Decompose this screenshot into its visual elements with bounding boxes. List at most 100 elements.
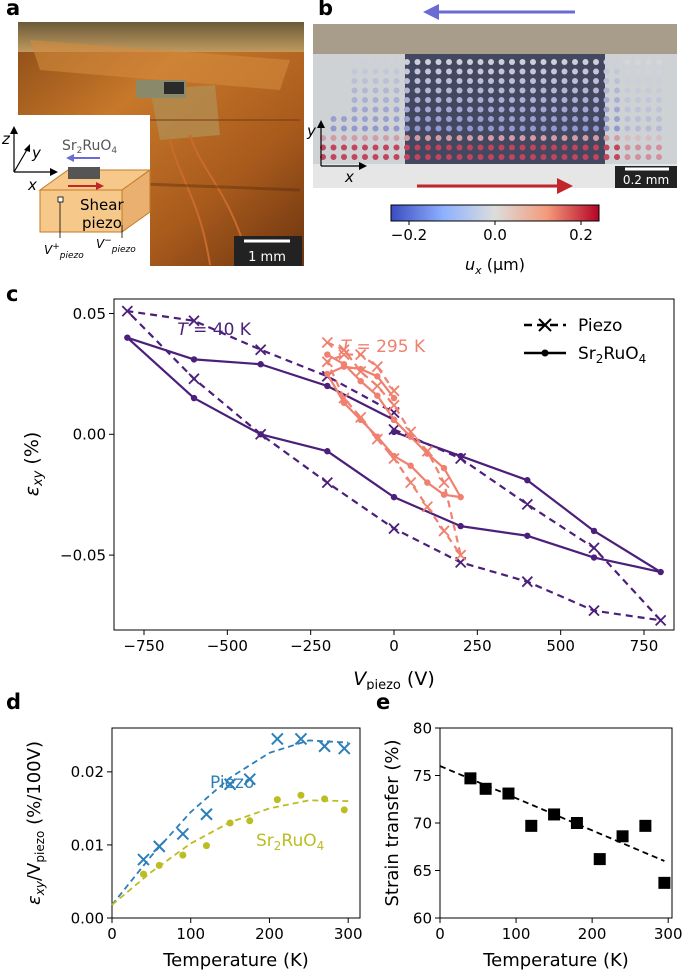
axis-label-z: z — [1, 130, 11, 148]
displacement-dot — [551, 78, 557, 84]
displacement-dot — [656, 125, 662, 132]
displacement-dot — [362, 154, 368, 160]
data-point-dot — [390, 452, 398, 460]
displacement-dot — [498, 154, 505, 160]
displacement-dot — [435, 97, 442, 103]
displacement-dot — [572, 144, 578, 151]
displacement-dot — [330, 116, 337, 122]
displacement-dot — [635, 116, 641, 122]
map-axes: y x — [306, 120, 367, 186]
data-point-dot — [374, 392, 381, 399]
displacement-dot — [624, 97, 631, 103]
displacement-dot — [551, 125, 557, 132]
scalebar-label-b: 0.2 mm — [623, 173, 669, 187]
axis-label-x: x — [27, 176, 37, 194]
displacement-dot — [414, 106, 421, 113]
displacement-dot — [624, 135, 631, 141]
displacement-dot — [656, 68, 662, 75]
displacement-dot — [456, 144, 463, 151]
data-point-dot — [407, 462, 414, 469]
displacement-dot — [498, 144, 505, 151]
displacement-dot — [488, 68, 494, 75]
displacement-dot — [540, 87, 547, 94]
series-line — [326, 353, 462, 499]
displacement-dot — [383, 97, 389, 103]
displacement-dot — [393, 135, 400, 141]
fit-line — [111, 799, 349, 906]
displacement-dot — [614, 87, 620, 94]
displacement-dot — [572, 78, 578, 84]
data-point-x — [521, 576, 533, 588]
displacement-dot — [477, 144, 484, 151]
displacement-dot — [603, 68, 610, 75]
displacement-dot — [351, 59, 358, 65]
displacement-dot — [488, 59, 494, 65]
data-point-dot — [590, 527, 598, 535]
displacement-dot — [635, 97, 641, 103]
panel-letter-e: e — [376, 690, 391, 714]
displacement-dot — [582, 125, 589, 132]
displacement-dot — [341, 154, 347, 160]
displacement-dot — [530, 144, 536, 151]
plot-frame-d — [111, 727, 361, 919]
displacement-dot — [656, 144, 662, 151]
data-point-dot — [257, 431, 264, 438]
displacement-dot — [519, 144, 526, 151]
y-tick-label: 65 — [413, 862, 432, 880]
displacement-dot — [351, 144, 358, 151]
data-point-square — [639, 819, 652, 832]
displacement-dot — [498, 78, 505, 84]
displacement-dot — [425, 78, 431, 84]
displacement-dot — [393, 125, 400, 132]
displacement-dot — [446, 135, 452, 141]
displacement-dot — [362, 135, 368, 141]
displacement-dot — [372, 106, 379, 113]
displacement-dot — [404, 135, 410, 141]
colorbar-tick: 0.2 — [569, 226, 593, 244]
displacement-dot — [498, 97, 505, 103]
displacement-dot — [414, 59, 421, 65]
displacement-dot — [509, 144, 515, 151]
displacement-dot — [551, 87, 557, 94]
displacement-dot — [446, 97, 452, 103]
data-point-x — [255, 344, 267, 356]
annotation-t295: T = 295 K — [341, 337, 426, 357]
data-point-dot — [440, 464, 448, 472]
displacement-dot — [383, 59, 389, 65]
displacement-dot — [372, 144, 379, 151]
data-point-dot — [124, 334, 131, 341]
axis-arrow-icon — [24, 144, 30, 152]
data-point-dot — [390, 493, 398, 501]
data-point-x — [121, 305, 133, 317]
displacement-dot — [341, 116, 347, 122]
x-tick-label: 200 — [255, 925, 284, 943]
legend-c: Piezo Sr2RuO4 — [524, 316, 646, 366]
displacement-dot — [509, 154, 515, 160]
displacement-dot — [572, 135, 578, 141]
displacement-dot — [519, 68, 526, 75]
piezo-label-line2: piezo — [82, 214, 122, 232]
displacement-dot — [635, 78, 641, 84]
displacement-dot — [425, 68, 431, 75]
data-point-x — [321, 356, 333, 368]
piezo-label-line1: Shear — [80, 196, 124, 214]
displacement-dot — [498, 125, 505, 132]
axis-arrow-icon — [317, 120, 325, 128]
displacement-dot — [593, 97, 599, 103]
displacement-dot — [477, 97, 484, 103]
displacement-dot — [561, 125, 568, 132]
displacement-dot — [425, 154, 431, 160]
displacement-dot — [656, 106, 662, 113]
displacement-dot — [519, 106, 526, 113]
data-point-dot — [424, 450, 431, 457]
xlabel-e: Temperature (K) — [482, 950, 629, 971]
data-point-square — [502, 787, 515, 800]
displacement-dot — [614, 154, 620, 160]
displacement-dot — [603, 144, 610, 151]
x-tick-label: 300 — [654, 925, 683, 943]
displacement-dot — [572, 154, 578, 160]
arrow-right-icon — [96, 182, 104, 190]
data-point-x — [338, 392, 350, 404]
displacement-dot — [414, 116, 421, 122]
vminus-label: V−piezo — [96, 236, 136, 255]
